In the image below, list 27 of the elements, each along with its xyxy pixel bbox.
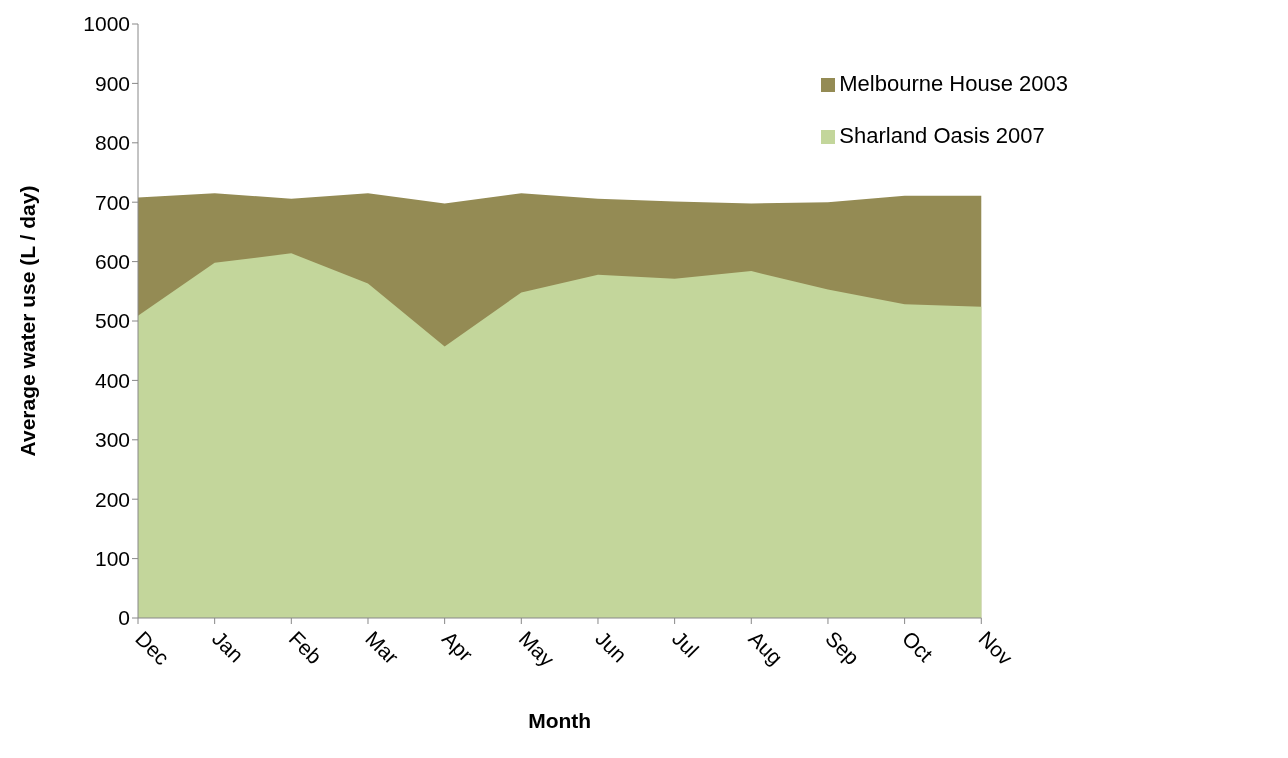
y-tick-label: 500 [94, 309, 130, 333]
x-tick-label: Dec [131, 626, 174, 670]
y-tick-label: 400 [94, 368, 130, 392]
y-tick-label: 1000 [83, 12, 130, 36]
y-axis-title: Average water use (L / day) [16, 185, 40, 457]
x-tick-label: Sep [821, 626, 864, 670]
legend-label: Sharland Oasis 2007 [839, 123, 1045, 148]
y-tick-label: 100 [94, 547, 130, 571]
y-tick-label: 800 [94, 131, 130, 155]
y-tick-label: 900 [94, 71, 130, 95]
x-tick-label: Oct [897, 626, 938, 666]
y-tick-label: 600 [94, 250, 130, 274]
x-tick-label: Mar [361, 626, 404, 669]
y-tick-label: 0 [118, 606, 130, 630]
x-tick-label: Feb [284, 626, 327, 669]
x-tick-label: Jan [207, 626, 249, 667]
x-tick-label: Jun [591, 626, 632, 667]
x-tick-label: Apr [437, 626, 478, 666]
x-tick-label: May [514, 626, 560, 672]
x-axis-title: Month [528, 709, 592, 732]
legend-label: Melbourne House 2003 [839, 71, 1068, 96]
x-tick-label: Aug [744, 626, 788, 670]
x-tick-label: Jul [667, 626, 704, 662]
y-tick-label: 200 [94, 487, 130, 511]
x-tick-label: Nov [974, 626, 1018, 670]
y-tick-label: 700 [94, 190, 130, 214]
y-tick-label: 300 [94, 428, 130, 452]
